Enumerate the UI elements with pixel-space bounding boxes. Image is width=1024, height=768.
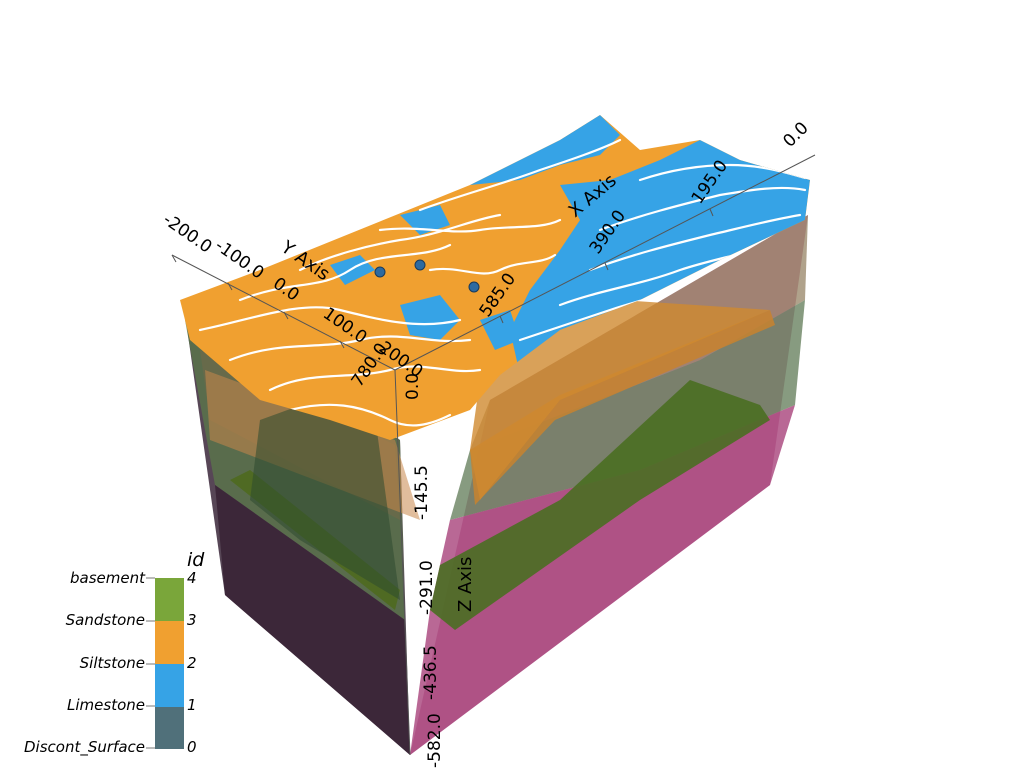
legend-label-limestone: Limestone	[67, 696, 145, 714]
legend-swatch-1	[155, 707, 184, 749]
legend-value-2: 2	[187, 654, 197, 672]
legend-title: id	[187, 549, 205, 571]
discont-plane	[250, 380, 400, 600]
block-lower-left	[215, 485, 410, 755]
scalar-bar-legend: id basement Sandstone Siltstone Limeston…	[24, 549, 205, 757]
y-tick-label-m100: -100.0	[211, 236, 267, 284]
layer-surfaces	[205, 300, 775, 630]
z-axis-line	[394, 369, 411, 756]
x-tick-390	[604, 262, 609, 271]
topo-limestone-top	[470, 115, 620, 185]
well-markers	[374, 259, 480, 293]
sandstone-slab-right	[470, 310, 775, 505]
right-green-band	[450, 300, 805, 520]
topography-surface	[180, 115, 810, 440]
topo-limestone-patch-1	[400, 205, 450, 235]
y-tick-m200	[171, 254, 177, 263]
legend-label-sandstone: Sandstone	[66, 611, 145, 629]
topo-limestone-patch-3	[400, 295, 460, 340]
legend-swatch-2	[155, 664, 184, 707]
well-marker-3[interactable]	[468, 281, 480, 293]
well-marker-2[interactable]	[414, 259, 426, 271]
sandstone-fault-face	[470, 300, 770, 500]
legend-swatch-4	[155, 578, 184, 621]
legend-swatch-3	[155, 621, 184, 664]
z-tick-label-291: -291.0	[417, 560, 437, 615]
legend-value-1: 1	[187, 696, 197, 714]
y-tick-m100	[227, 282, 233, 291]
basement-slab-right	[430, 380, 770, 630]
axes-grid	[171, 154, 816, 756]
y-tick-100	[339, 340, 345, 349]
y-tick-0	[283, 311, 289, 320]
legend-label-discont: Discont_Surface	[24, 738, 145, 757]
isolines	[198, 138, 807, 427]
z-tick-label-582: -582.0	[425, 713, 445, 768]
x-tick-585	[499, 315, 504, 324]
y-tick-label-m200: -200.0	[159, 210, 215, 258]
legend-value-3: 3	[187, 611, 197, 629]
x-tick-label-0: 0.0	[779, 118, 812, 151]
legend-value-4: 4	[187, 569, 197, 587]
z-tick-label-145: -145.5	[412, 465, 432, 520]
topo-limestone-patch-4	[480, 310, 520, 350]
legend-value-0: 0	[187, 738, 197, 756]
z-tick-label-0: 0.0	[403, 373, 423, 400]
right-magenta-band	[410, 405, 795, 755]
legend-label-basement: basement	[70, 569, 146, 587]
legend-label-siltstone: Siltstone	[80, 654, 145, 672]
z-tick-label-436: -436.5	[421, 645, 441, 700]
x-axis-line	[394, 154, 816, 371]
y-axis-line	[171, 254, 396, 371]
topo-limestone-right	[510, 140, 810, 375]
x-tick-195	[709, 208, 714, 217]
well-marker-1[interactable]	[374, 266, 386, 278]
z-axis-title: Z Axis	[455, 557, 476, 612]
